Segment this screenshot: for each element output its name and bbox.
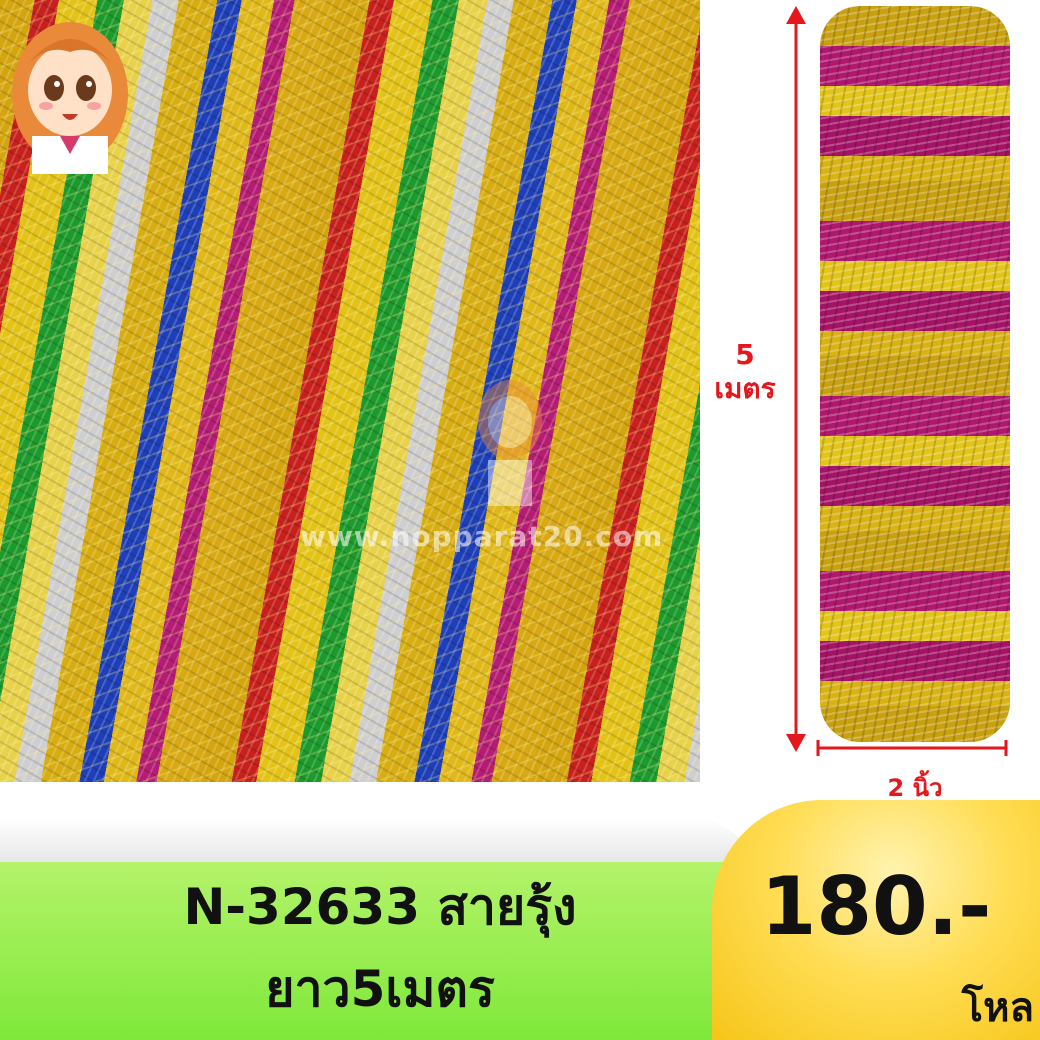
product-title-line-1: N-32633 สายรุ้ง — [183, 878, 577, 936]
width-label: 2 นิ้ว — [887, 774, 943, 802]
length-unit: เมตร — [714, 372, 776, 405]
watermark-text: www.nopparat20.com — [300, 520, 664, 553]
title-banner — [0, 818, 760, 1040]
product-title-line-2: ยาว5เมตร — [265, 960, 495, 1018]
price-value: 180.- — [760, 860, 992, 953]
price-unit: โหล — [961, 985, 1034, 1031]
watermark-mascot-icon — [478, 380, 542, 506]
length-arrow-head-top — [786, 6, 806, 24]
anime-girl-mascot-icon — [12, 22, 128, 174]
garland-photo — [820, 6, 1010, 742]
price-badge — [712, 800, 1040, 1040]
length-value: 5 — [735, 338, 755, 371]
length-label: 5 เมตร — [700, 338, 790, 406]
length-arrow-head-bottom — [786, 734, 806, 752]
dimension-arrows — [786, 6, 1008, 756]
